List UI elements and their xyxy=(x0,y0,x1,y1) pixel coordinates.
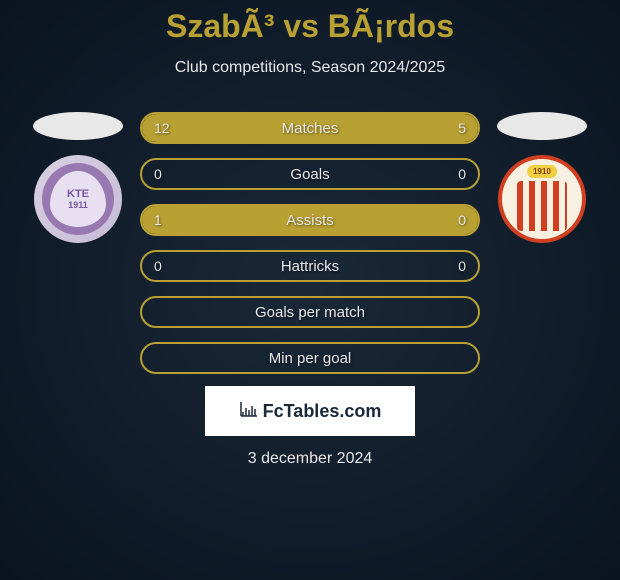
stat-bar-row: Goals per match xyxy=(140,296,480,328)
avatar-placeholder-left xyxy=(33,112,123,140)
badge-left-abbrev: KTE xyxy=(67,188,89,200)
stat-value-left: 0 xyxy=(154,258,162,274)
footer-date: 3 december 2024 xyxy=(0,450,620,468)
comparison-content: KTE 1911 12 5 Matches 0 0 Goals 1 0 Assists 0 0 Hat… xyxy=(0,112,620,374)
page-title: SzabÃ³ vs BÃ¡rdos xyxy=(0,8,620,45)
player-right-column: 1910 xyxy=(492,112,592,243)
stat-bar-row: 12 5 Matches xyxy=(140,112,480,144)
avatar-placeholder-right xyxy=(497,112,587,140)
stat-value-right: 5 xyxy=(458,120,466,136)
stat-value-right: 0 xyxy=(458,166,466,182)
badge-right-year: 1910 xyxy=(527,165,557,178)
stat-value-left: 12 xyxy=(154,120,170,136)
stat-label: Min per goal xyxy=(269,350,352,367)
stat-label: Matches xyxy=(282,120,339,137)
team-badge-left: KTE 1911 xyxy=(34,155,122,243)
team-badge-right: 1910 xyxy=(498,155,586,243)
stat-label: Goals xyxy=(290,166,329,183)
stat-value-left: 1 xyxy=(154,212,162,228)
stat-bar-row: Min per goal xyxy=(140,342,480,374)
stat-label: Hattricks xyxy=(281,258,339,275)
footer-logo: FcTables.com xyxy=(205,386,415,436)
page-subtitle: Club competitions, Season 2024/2025 xyxy=(0,59,620,77)
badge-left-shield: KTE 1911 xyxy=(50,171,106,227)
player-left-column: KTE 1911 xyxy=(28,112,128,243)
badge-left-year: 1911 xyxy=(68,200,88,210)
stat-bar-row: 1 0 Assists xyxy=(140,204,480,236)
chart-icon xyxy=(239,400,259,423)
stat-bar-row: 0 0 Goals xyxy=(140,158,480,190)
badge-right-stripes xyxy=(517,181,567,231)
stat-bar-row: 0 0 Hattricks xyxy=(140,250,480,282)
stat-value-right: 0 xyxy=(458,212,466,228)
bar-fill-left xyxy=(142,114,377,142)
stat-label: Goals per match xyxy=(255,304,365,321)
stat-label: Assists xyxy=(286,212,334,229)
header: SzabÃ³ vs BÃ¡rdos Club competitions, Sea… xyxy=(0,0,620,77)
stats-bars: 12 5 Matches 0 0 Goals 1 0 Assists 0 0 Hattricks Goa… xyxy=(140,112,480,374)
stat-value-right: 0 xyxy=(458,258,466,274)
stat-value-left: 0 xyxy=(154,166,162,182)
logo-text: FcTables.com xyxy=(263,401,382,422)
